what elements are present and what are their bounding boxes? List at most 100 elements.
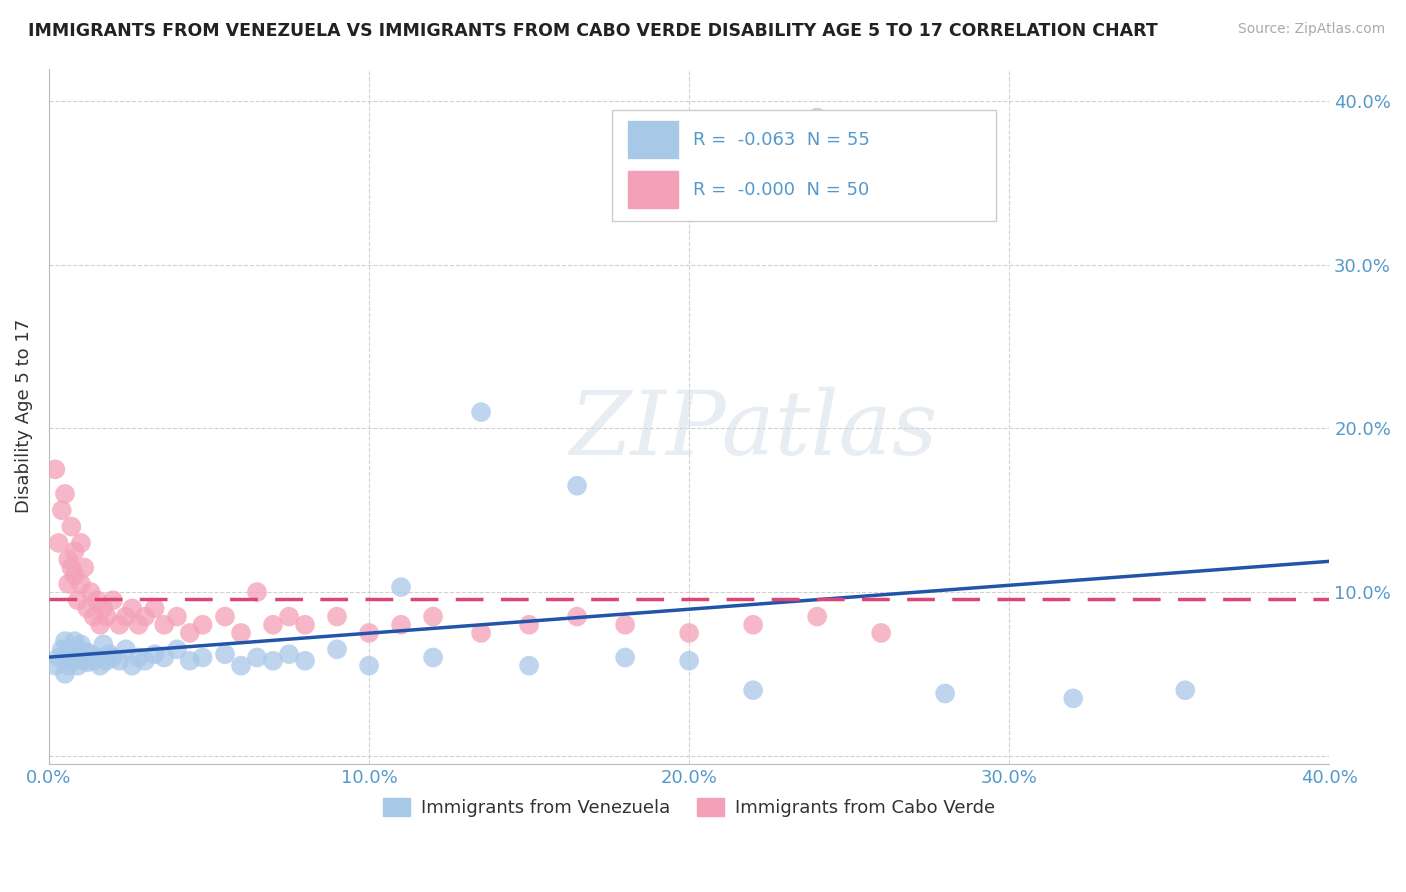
Point	[166, 642, 188, 657]
Text: IMMIGRANTS FROM VENEZUELA VS IMMIGRANTS FROM CABO VERDE DISABILITY AGE 5 TO 17 C: IMMIGRANTS FROM VENEZUELA VS IMMIGRANTS …	[28, 22, 1159, 40]
Point	[63, 634, 86, 648]
Point	[153, 650, 176, 665]
Point	[101, 650, 124, 665]
Point	[470, 626, 492, 640]
Point	[70, 577, 93, 591]
Point	[742, 683, 765, 698]
Point	[93, 637, 115, 651]
Point	[66, 642, 89, 657]
Point	[214, 647, 236, 661]
Point	[422, 609, 444, 624]
Point	[60, 560, 83, 574]
Point	[870, 626, 893, 640]
Point	[60, 650, 83, 665]
Point	[44, 658, 66, 673]
Point	[53, 634, 76, 648]
Point	[166, 609, 188, 624]
Point	[565, 609, 588, 624]
Point	[1174, 683, 1197, 698]
Point	[108, 617, 131, 632]
Point	[121, 601, 143, 615]
Point	[422, 650, 444, 665]
Point	[79, 647, 101, 661]
Point	[806, 609, 828, 624]
Point	[56, 577, 79, 591]
Point	[60, 654, 83, 668]
Point	[614, 650, 637, 665]
Point	[79, 585, 101, 599]
Point	[1062, 691, 1084, 706]
Point	[48, 650, 70, 665]
Point	[89, 617, 111, 632]
Point	[56, 642, 79, 657]
Point	[179, 654, 201, 668]
Point	[66, 593, 89, 607]
Point	[143, 601, 166, 615]
Point	[262, 617, 284, 632]
Point	[86, 593, 108, 607]
Point	[517, 658, 540, 673]
Point	[63, 544, 86, 558]
Point	[70, 536, 93, 550]
Point	[70, 650, 93, 665]
Point	[56, 552, 79, 566]
Point	[246, 585, 269, 599]
Point	[191, 617, 214, 632]
Point	[63, 568, 86, 582]
Legend: Immigrants from Venezuela, Immigrants from Cabo Verde: Immigrants from Venezuela, Immigrants fr…	[375, 790, 1002, 824]
Point	[101, 593, 124, 607]
Point	[934, 686, 956, 700]
Point	[357, 626, 380, 640]
Point	[44, 462, 66, 476]
Point	[73, 654, 96, 668]
Point	[191, 650, 214, 665]
Point	[294, 617, 316, 632]
Point	[806, 111, 828, 125]
Point	[86, 650, 108, 665]
Point	[53, 487, 76, 501]
Point	[262, 654, 284, 668]
Point	[51, 503, 73, 517]
Point	[179, 626, 201, 640]
Y-axis label: Disability Age 5 to 17: Disability Age 5 to 17	[15, 319, 32, 513]
Point	[96, 654, 118, 668]
Point	[357, 658, 380, 673]
Point	[128, 617, 150, 632]
Point	[76, 601, 98, 615]
Point	[114, 609, 136, 624]
Point	[60, 519, 83, 533]
Point	[63, 647, 86, 661]
Text: Source: ZipAtlas.com: Source: ZipAtlas.com	[1237, 22, 1385, 37]
Point	[143, 647, 166, 661]
Point	[678, 654, 700, 668]
Point	[83, 609, 105, 624]
Point	[278, 609, 301, 624]
Point	[229, 626, 252, 640]
Point	[294, 654, 316, 668]
Point	[48, 536, 70, 550]
Point	[678, 626, 700, 640]
Point	[108, 654, 131, 668]
Point	[73, 560, 96, 574]
Point	[389, 617, 412, 632]
Point	[128, 650, 150, 665]
Point	[96, 609, 118, 624]
Point	[51, 642, 73, 657]
Point	[134, 654, 156, 668]
Point	[614, 617, 637, 632]
Point	[517, 617, 540, 632]
Point	[66, 658, 89, 673]
Point	[114, 642, 136, 657]
Point	[89, 658, 111, 673]
Point	[229, 658, 252, 673]
Point	[76, 656, 98, 670]
Point	[389, 580, 412, 594]
Point	[214, 609, 236, 624]
Point	[470, 405, 492, 419]
Point	[56, 658, 79, 673]
Point	[93, 601, 115, 615]
Point	[53, 666, 76, 681]
Point	[98, 647, 121, 661]
Point	[83, 654, 105, 668]
Point	[326, 609, 349, 624]
